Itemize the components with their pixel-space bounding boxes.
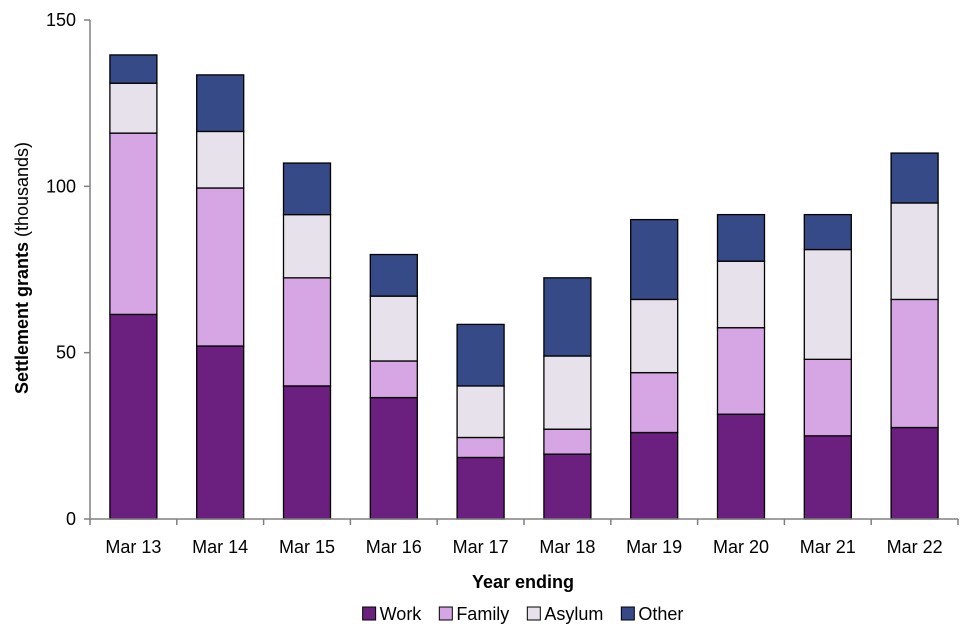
bar-other-mar-14 [196, 74, 245, 133]
x-tick-label: Mar 18 [539, 537, 595, 557]
bar-work-mar-19 [630, 431, 679, 520]
bar-work-mar-15 [282, 385, 332, 520]
y-axis-title: Settlement grants (thousands) [12, 142, 32, 394]
svg-text:Settlement grants (thousands): Settlement grants (thousands) [12, 142, 32, 394]
bar-family-mar-18 [543, 428, 592, 455]
x-axis: Mar 13 Mar 14 Mar 15 Mar 16 Mar 17 Mar 18 Mar … [89, 518, 959, 557]
bar-work-mar-22 [890, 426, 939, 520]
legend-item-work: Work [362, 604, 423, 624]
x-tick-label: Mar 19 [626, 537, 682, 557]
bar-other-mar-22 [890, 152, 939, 204]
x-tick-label: Mar 15 [279, 537, 335, 557]
x-tick-label: Mar 21 [800, 537, 856, 557]
legend-swatch [362, 606, 377, 621]
bar-work-mar-20 [716, 413, 766, 520]
bar-asylum-mar-22 [890, 202, 939, 301]
bar-family-mar-19 [630, 371, 679, 434]
bar-work-mar-13 [109, 313, 158, 520]
bar-asylum-mar-18 [543, 355, 592, 430]
bar-other-mar-20 [716, 213, 766, 262]
bar-family-mar-20 [716, 327, 766, 415]
bar-work-mar-16 [369, 396, 418, 520]
y-tick-label: 150 [46, 10, 76, 30]
bar-family-mar-16 [369, 360, 418, 399]
x-tick-label: Mar 14 [192, 537, 248, 557]
y-tick-label: 50 [56, 343, 76, 363]
legend-item-family: Family [438, 604, 509, 624]
bar-work-mar-18 [543, 453, 592, 520]
bar-other-mar-18 [543, 277, 592, 357]
bar-asylum-mar-21 [803, 248, 852, 360]
legend: Work Family Asylum Other [362, 604, 683, 624]
bar-other-mar-15 [282, 162, 332, 216]
bar-other-mar-16 [369, 253, 418, 297]
bar-other-mar-13 [109, 54, 158, 84]
x-axis-title: Year ending [472, 572, 574, 592]
bar-other-mar-19 [630, 218, 679, 301]
legend-label: Work [380, 604, 423, 624]
legend-label: Asylum [544, 604, 603, 624]
y-axis-title-bold: Settlement grants [12, 242, 32, 394]
plot-area [109, 54, 939, 520]
bar-family-mar-22 [890, 298, 939, 429]
legend-label: Other [638, 604, 683, 624]
bar-family-mar-17 [456, 436, 505, 459]
bar-family-mar-14 [196, 187, 245, 347]
legend-label: Family [456, 604, 509, 624]
y-axis: 0 50 100 150 [46, 10, 91, 529]
bar-work-mar-17 [456, 456, 505, 520]
y-tick-label: 0 [66, 509, 76, 529]
bar-work-mar-14 [196, 345, 245, 520]
bar-asylum-mar-16 [369, 295, 418, 362]
legend-item-other: Other [620, 604, 683, 624]
bar-asylum-mar-20 [716, 260, 766, 329]
x-tick-label: Mar 22 [887, 537, 943, 557]
bar-other-mar-21 [803, 213, 852, 251]
bar-asylum-mar-15 [282, 213, 332, 279]
bar-asylum-mar-13 [109, 82, 158, 134]
bar-family-mar-21 [803, 358, 852, 437]
bar-asylum-mar-14 [196, 130, 245, 189]
bar-work-mar-21 [803, 435, 852, 520]
x-tick-label: Mar 13 [105, 537, 161, 557]
y-axis-title-unit: (thousands) [12, 142, 32, 242]
bar-other-mar-17 [456, 323, 505, 387]
bar-family-mar-15 [282, 277, 332, 387]
legend-swatch [620, 606, 635, 621]
x-tick-label: Mar 17 [453, 537, 509, 557]
legend-swatch [526, 606, 541, 621]
legend-item-asylum: Asylum [526, 604, 603, 624]
x-tick-label: Mar 20 [713, 537, 769, 557]
x-tick-label: Mar 16 [366, 537, 422, 557]
legend-swatch [438, 606, 453, 621]
y-tick-label: 100 [46, 176, 76, 196]
bar-asylum-mar-19 [630, 298, 679, 374]
bar-family-mar-13 [109, 132, 158, 316]
bar-asylum-mar-17 [456, 385, 505, 439]
